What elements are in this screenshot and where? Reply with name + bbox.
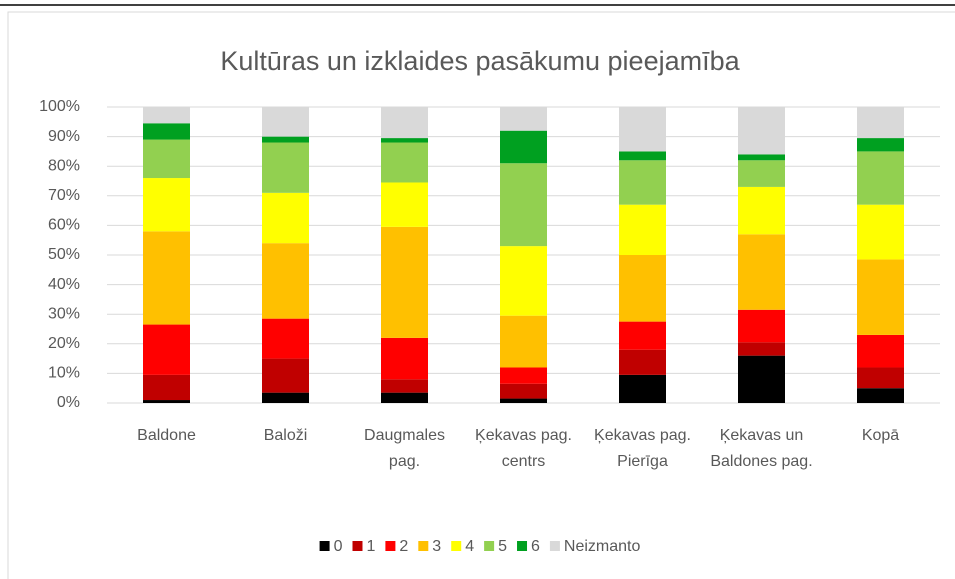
x-tick-label: Kopā: [861, 427, 900, 444]
bar-segment: [857, 107, 904, 139]
legend-label: Neizmanto: [564, 538, 641, 555]
x-tick-label: Baloži: [263, 427, 308, 444]
bar-segment: [500, 367, 547, 384]
bar-segment: [857, 151, 904, 205]
legend-swatch: [319, 541, 330, 551]
y-tick-label: 0%: [57, 394, 80, 411]
legend-label: 2: [399, 538, 408, 555]
bar-segment: [500, 107, 547, 131]
bar-segment: [381, 379, 428, 393]
y-tick-label: 40%: [48, 276, 80, 293]
bar-segment: [381, 226, 428, 338]
bar-segment: [500, 383, 547, 399]
legend-label: 6: [531, 538, 540, 555]
y-tick-label: 90%: [48, 128, 80, 145]
bar-segment: [619, 349, 666, 375]
bar-segment: [738, 107, 785, 155]
bar-segment: [262, 192, 309, 244]
bar-segment: [619, 160, 666, 205]
bar-segment: [619, 374, 666, 403]
legend-swatch: [517, 541, 528, 551]
bar-segment: [262, 107, 309, 137]
bar-segment: [381, 142, 428, 183]
bar-segment: [857, 388, 904, 403]
legend-label: 1: [366, 538, 375, 555]
bar-segment: [619, 151, 666, 161]
bar-segment: [619, 107, 666, 152]
bar-segment: [143, 123, 190, 140]
x-tick-label: Baldone: [137, 427, 196, 444]
bar-segment: [857, 334, 904, 368]
bar-segment: [857, 204, 904, 260]
bar-segment: [381, 392, 428, 403]
legend-swatch: [352, 541, 363, 551]
bar-segment: [381, 138, 428, 143]
bar-segment: [738, 355, 785, 403]
bar-segment: [500, 246, 547, 316]
legend-label: 5: [498, 538, 507, 555]
bar-segment: [143, 107, 190, 124]
legend-swatch: [549, 541, 560, 551]
bar-segment: [381, 107, 428, 139]
legend-label: 0: [334, 538, 343, 555]
bar-segment: [143, 139, 190, 179]
bar-segment: [619, 204, 666, 255]
bar-segment: [381, 182, 428, 227]
bar-segment: [143, 400, 190, 403]
y-tick-label: 60%: [48, 217, 80, 234]
x-tick-label: Ķekavas un Baldones pag.: [710, 427, 813, 470]
bar-segment: [262, 142, 309, 193]
bar-segment: [738, 160, 785, 187]
y-tick-label: 70%: [48, 187, 80, 204]
legend-swatch: [418, 541, 429, 551]
y-tick-label: 80%: [48, 157, 80, 174]
bar-segment: [619, 255, 666, 322]
x-tick-label: Ķekavas pag. Pierīga: [594, 427, 691, 470]
bar-segment: [500, 398, 547, 403]
legend-label: 3: [432, 538, 441, 555]
bar-segment: [738, 154, 785, 161]
bar-segment: [857, 259, 904, 335]
bar-segment: [262, 243, 309, 319]
y-tick-label: 50%: [48, 246, 80, 263]
bar-segment: [143, 178, 190, 232]
bar-segment: [857, 138, 904, 152]
bar-segment: [500, 315, 547, 368]
bar-segment: [143, 231, 190, 325]
bar-segment: [262, 358, 309, 393]
legend-swatch: [451, 541, 462, 551]
bar-segment: [738, 186, 785, 235]
bar-segment: [143, 374, 190, 401]
bar-segment: [619, 321, 666, 350]
y-tick-label: 20%: [48, 335, 80, 352]
bar-segment: [500, 130, 547, 164]
bar-segment: [738, 309, 785, 343]
y-tick-label: 10%: [48, 365, 80, 382]
legend-swatch: [385, 541, 396, 551]
bar-segment: [143, 324, 190, 375]
bar-segment: [381, 337, 428, 380]
bar-segment: [857, 367, 904, 389]
bar-segment: [738, 234, 785, 310]
y-tick-label: 100%: [39, 98, 80, 115]
bar-segment: [500, 163, 547, 247]
x-tick-label: Daugmales pag.: [364, 427, 445, 470]
y-tick-label: 30%: [48, 305, 80, 322]
bar-segment: [262, 318, 309, 359]
bar-segment: [262, 392, 309, 403]
chart-title: Kultūras un izklaides pasākumu pieejamīb…: [220, 46, 740, 76]
bar-segment: [738, 342, 785, 356]
legend-swatch: [484, 541, 495, 551]
legend-label: 4: [465, 538, 474, 555]
x-tick-label: Ķekavas pag. centrs: [475, 427, 572, 470]
bar-segment: [262, 136, 309, 143]
